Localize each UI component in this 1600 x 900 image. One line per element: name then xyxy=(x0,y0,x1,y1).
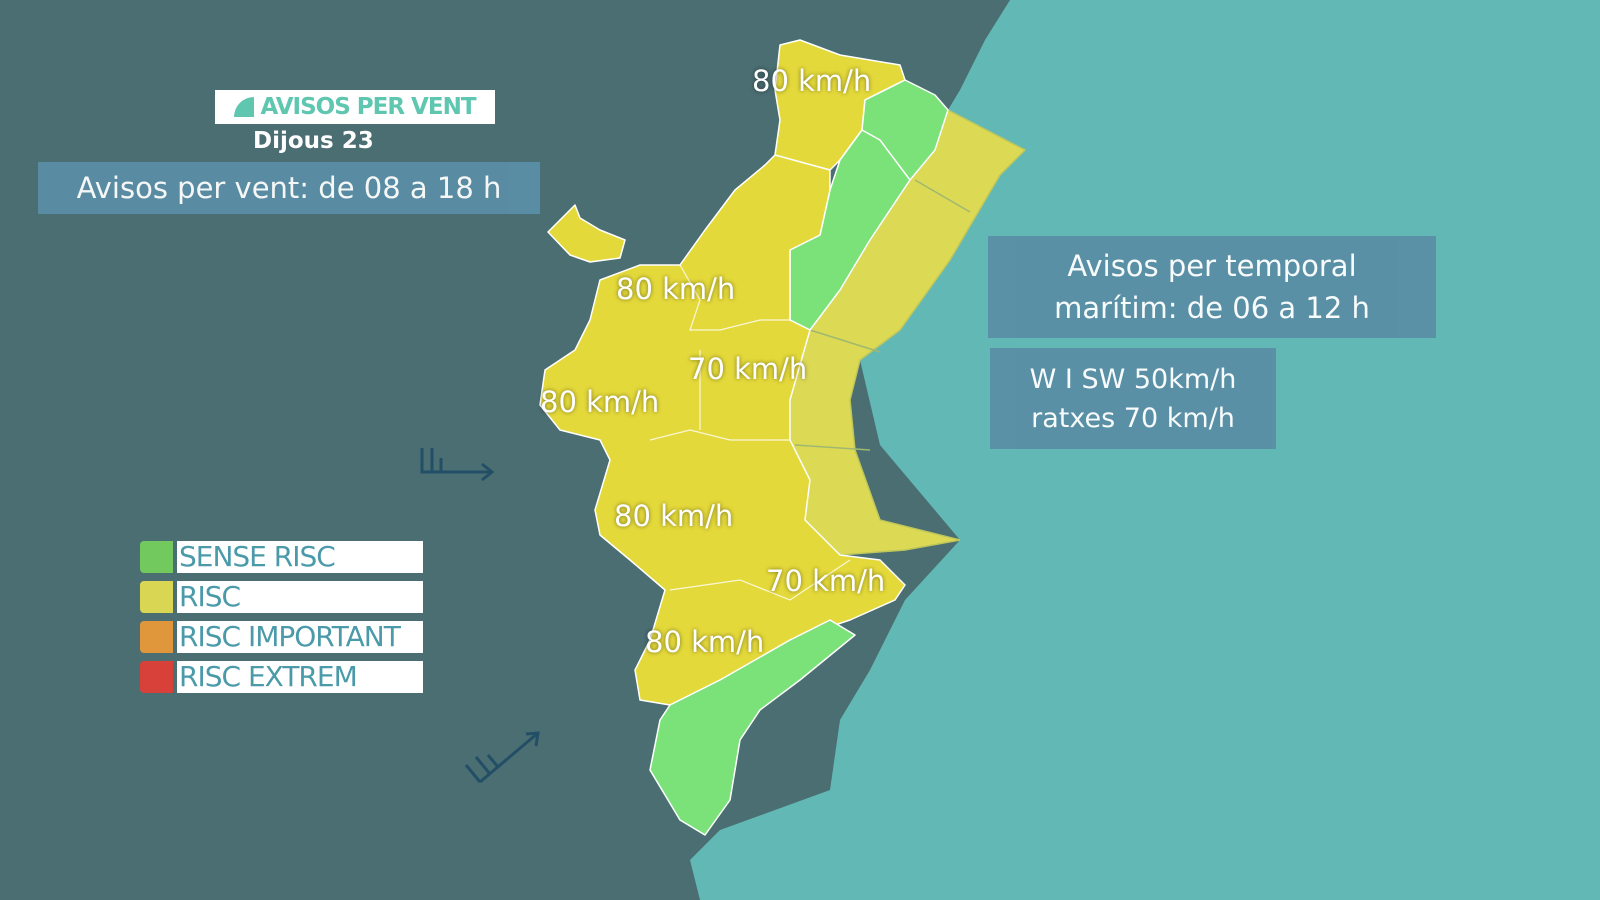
title-badge: AVISOS PER VENT xyxy=(215,90,495,124)
maritime-line1: Avisos per temporal xyxy=(1067,249,1357,283)
zone-label: 70 km/h xyxy=(766,564,886,598)
zone-label: 80 km/h xyxy=(752,64,872,98)
legend-label: RISC EXTREM xyxy=(177,661,423,693)
maritime-wind-line2: ratxes 70 km/h xyxy=(1031,403,1235,434)
legend-item: RISC EXTREM xyxy=(140,661,423,693)
logo-mark-icon xyxy=(234,97,255,117)
zone-label: 80 km/h xyxy=(614,499,734,533)
zone-label: 80 km/h xyxy=(645,625,765,659)
maritime-wind-line1: W I SW 50km/h xyxy=(1029,364,1237,395)
zone-label: 70 km/h xyxy=(688,352,808,386)
zone-green-south xyxy=(649,619,856,836)
maritime-wind-box: W I SW 50km/h ratxes 70 km/h xyxy=(990,348,1276,449)
zone-enclave xyxy=(547,204,626,263)
legend-item: RISC IMPORTANT xyxy=(140,621,423,653)
wind-barb-west-icon xyxy=(420,448,495,482)
legend-label: RISC xyxy=(177,581,423,613)
legend-swatch xyxy=(140,621,173,653)
zone-label: 80 km/h xyxy=(616,272,736,306)
wind-period-box: Avisos per vent: de 08 a 18 h xyxy=(38,162,540,214)
day-label: Dijous 23 xyxy=(253,128,374,154)
legend-item: SENSE RISC xyxy=(140,541,423,573)
wind-barb-southwest-icon xyxy=(464,731,540,784)
legend-swatch xyxy=(140,581,173,613)
legend-item: RISC xyxy=(140,581,423,613)
legend-label: RISC IMPORTANT xyxy=(177,621,423,653)
zone-interior xyxy=(539,154,906,706)
legend-label: SENSE RISC xyxy=(177,541,423,573)
maritime-period-box: Avisos per temporal marítim: de 06 a 12 … xyxy=(988,236,1436,338)
maritime-line2: marítim: de 06 a 12 h xyxy=(1054,291,1370,325)
page-title: AVISOS PER VENT xyxy=(260,94,476,120)
zone-label: 80 km/h xyxy=(540,385,660,419)
legend-swatch xyxy=(140,661,173,693)
legend: SENSE RISC RISC RISC IMPORTANT RISC EXTR… xyxy=(140,541,423,701)
legend-swatch xyxy=(140,541,173,573)
